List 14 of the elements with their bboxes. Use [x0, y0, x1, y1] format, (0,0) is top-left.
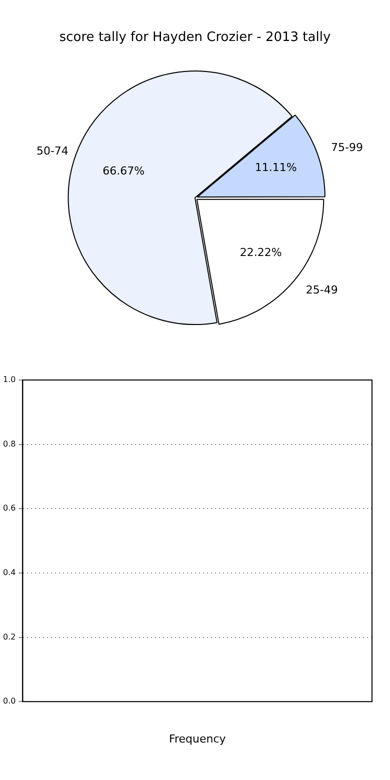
y-tick-label: 0.8: [2, 439, 16, 448]
y-tick-label: 0.0: [2, 696, 16, 706]
chart-title: score tally for Hayden Crozier - 2013 tally: [59, 30, 331, 46]
slice-label: 50-74: [36, 144, 68, 158]
slice-label: 25-49: [306, 284, 338, 297]
x-axis-title: Frequency: [168, 732, 226, 746]
data-label: 11.11%: [254, 161, 297, 174]
slice-label: 75-99: [330, 141, 363, 154]
data-label: 22.22%: [240, 246, 282, 259]
y-tick-label: 0.2: [2, 632, 16, 642]
data-label: 66.67%: [102, 164, 145, 178]
y-tick-label: 0.4: [2, 568, 16, 578]
y-tick-label: 0.6: [2, 504, 16, 513]
y-tick-label: 1.0: [2, 375, 16, 384]
